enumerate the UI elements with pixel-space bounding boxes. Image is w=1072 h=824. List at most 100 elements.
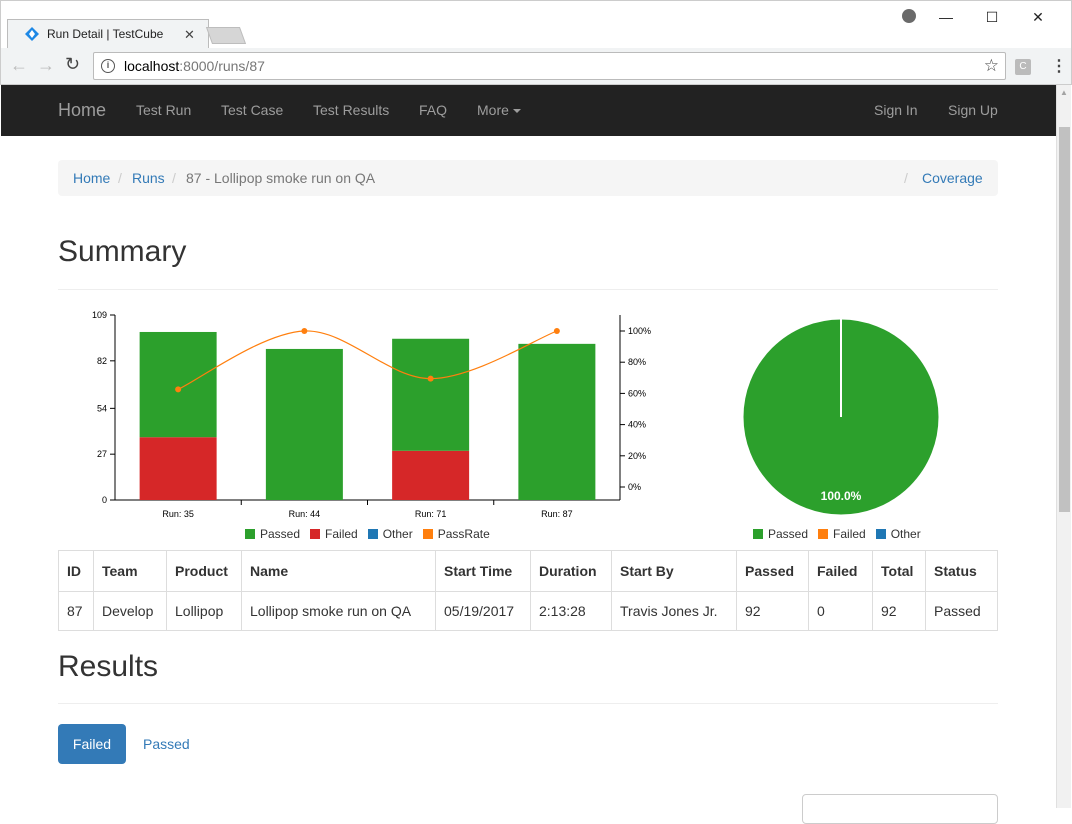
bar-failed (392, 450, 470, 500)
legend-item-other[interactable]: Other (367, 527, 413, 541)
results-heading: Results (58, 650, 159, 683)
info-icon[interactable]: i (101, 59, 115, 73)
nav-sign-in[interactable]: Sign In (874, 102, 918, 118)
maximize-icon[interactable]: ☐ (985, 8, 999, 25)
caret-down-icon (512, 109, 521, 114)
x-tick-label: Run: 87 (541, 509, 573, 519)
bar-failed (139, 437, 217, 500)
breadcrumb-current: 87 - Lollipop smoke run on QA (186, 170, 376, 186)
breadcrumb-runs[interactable]: Runs (132, 170, 165, 186)
y-tick-label: 27 (97, 449, 107, 459)
column-header: Failed (808, 550, 873, 592)
nav-more-label: More (477, 102, 509, 118)
cell-name: Lollipop smoke run on QA (241, 591, 436, 631)
url-host: localhost (124, 58, 180, 74)
passrate-point (553, 328, 560, 334)
x-tick-label: Run: 44 (289, 509, 321, 519)
legend-swatch (818, 529, 829, 539)
profile-icon[interactable] (902, 9, 916, 23)
nav-test-run[interactable]: Test Run (136, 102, 192, 118)
y2-tick-label: 60% (628, 388, 646, 398)
back-icon[interactable]: ← (10, 55, 28, 75)
run-summary-table: ID Team Product Name Start Time Duration… (58, 550, 998, 631)
legend-item-passrate[interactable]: PassRate (422, 527, 490, 541)
passrate-point (301, 328, 308, 334)
scroll-up-arrow-icon[interactable]: ▲ (1060, 88, 1068, 97)
column-header: Start Time (435, 550, 531, 592)
reload-icon[interactable]: ↻ (65, 54, 81, 74)
cell-passed: 92 (736, 591, 809, 631)
y2-tick-label: 20% (628, 451, 646, 461)
new-tab-button[interactable] (205, 27, 247, 44)
page-scrollbar[interactable]: ▲ (1056, 85, 1071, 808)
scroll-thumb[interactable] (1059, 127, 1070, 512)
nav-test-results[interactable]: Test Results (313, 102, 390, 118)
legend-label: Other (382, 527, 413, 541)
nav-more-dropdown[interactable]: More (477, 102, 521, 118)
pie-legend-item-failed[interactable]: Failed (818, 527, 866, 541)
legend-swatch (875, 529, 886, 539)
window-controls: — ☐ ✕ (923, 7, 1061, 27)
breadcrumb-home[interactable]: Home (73, 170, 111, 186)
breadcrumb-separator: / (904, 170, 908, 186)
divider (58, 703, 998, 704)
legend-label: Passed (260, 527, 301, 541)
cell-status: Passed (925, 591, 998, 631)
cell-start-time: 05/19/2017 (435, 591, 531, 631)
run-history-chart: 0 27 54 82 109 0% 20% 40% 60% 80% 100% Run: 35 Run: … (60, 305, 670, 545)
bar-passed (518, 343, 596, 500)
column-header: Product (166, 550, 242, 592)
extension-icon[interactable]: C (1015, 59, 1031, 75)
column-header: Passed (736, 550, 809, 592)
run-history-chart-svg: 0 27 54 82 109 0% 20% 40% 60% 80% 100% Run: 35 Run: … (92, 310, 651, 519)
y-tick-label: 82 (97, 356, 107, 366)
passrate-point (175, 386, 182, 393)
pie-legend-item-other[interactable]: Other (875, 527, 921, 541)
navbar-brand[interactable]: Home (58, 100, 107, 120)
address-bar[interactable]: i localhost:8000/runs/87 ☆ (93, 52, 1006, 80)
result-pie-chart: 100.0% Passed Failed Other (730, 305, 960, 545)
y-tick-label: 0 (102, 495, 107, 505)
cell-id: 87 (58, 591, 94, 631)
y2-tick-label: 80% (628, 357, 646, 367)
legend-swatch (367, 529, 378, 539)
close-window-icon[interactable]: ✕ (1032, 8, 1044, 25)
breadcrumb-separator: / (118, 170, 122, 186)
nav-sign-up[interactable]: Sign Up (948, 102, 998, 118)
column-header: Status (925, 550, 998, 592)
summary-heading: Summary (58, 235, 187, 268)
pie-legend-item-passed[interactable]: Passed (753, 527, 808, 541)
cell-failed: 0 (808, 591, 873, 631)
search-input[interactable] (802, 794, 998, 824)
minimize-icon[interactable]: — (939, 9, 953, 25)
legend-label: Other (890, 527, 921, 541)
bar-passed (139, 331, 217, 438)
nav-faq[interactable]: FAQ (419, 102, 448, 118)
cell-duration: 2:13:28 (530, 591, 612, 631)
table-header-row: ID Team Product Name Start Time Duration… (58, 550, 998, 592)
legend-item-passed[interactable]: Passed (245, 527, 300, 541)
cell-total: 92 (872, 591, 926, 631)
nav-test-case[interactable]: Test Case (221, 102, 284, 118)
column-header: Name (241, 550, 436, 592)
column-header: Total (872, 550, 926, 592)
passrate-point (427, 375, 434, 382)
bookmark-star-icon[interactable]: ☆ (983, 56, 999, 75)
legend-item-failed[interactable]: Failed (310, 527, 358, 541)
legend-swatch (245, 529, 255, 539)
browser-toolbar: ← → ↻ i localhost:8000/runs/87 ☆ C ⋮ (0, 48, 1072, 85)
pie-data-label: 100.0% (821, 489, 862, 503)
breadcrumb-coverage[interactable]: Coverage (922, 170, 983, 186)
forward-icon[interactable]: → (37, 55, 55, 75)
passed-tab-link[interactable]: Passed (143, 736, 190, 752)
legend-label: Passed (768, 527, 809, 541)
close-tab-icon[interactable]: ✕ (184, 27, 195, 42)
browser-menu-icon[interactable]: ⋮ (1051, 58, 1067, 75)
browser-tab-content[interactable]: Run Detail | TestCube (11, 19, 206, 49)
failed-tab-button[interactable]: Failed (58, 724, 126, 764)
legend-label: Failed (833, 527, 866, 541)
legend-label: Failed (325, 527, 358, 541)
column-header: Team (93, 550, 167, 592)
browser-tab[interactable] (7, 19, 209, 50)
bar-passed (265, 348, 343, 500)
